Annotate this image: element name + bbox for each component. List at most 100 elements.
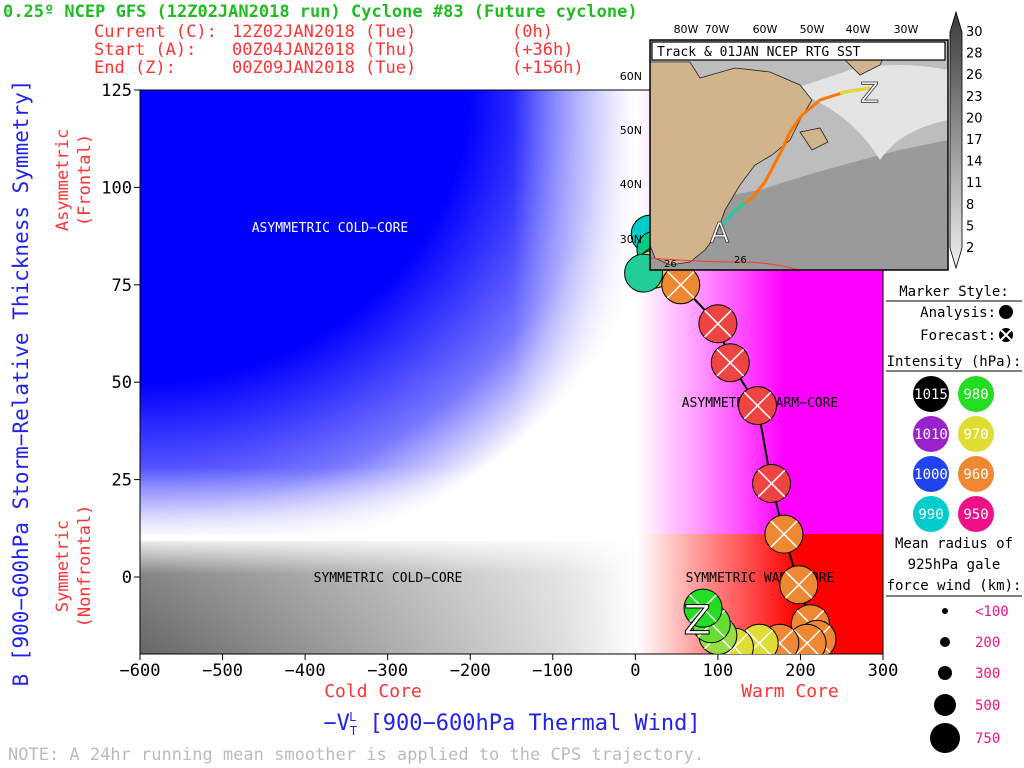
y-side-label-asym-line1: Asymmetric: [53, 129, 73, 231]
legend-marker-style-title: Marker Style:: [899, 284, 1009, 300]
end-offset: (+156h): [512, 58, 584, 78]
legend-radius-title-2: 925hPa gale: [908, 557, 1001, 573]
legend-radius-label: 300: [975, 666, 1000, 682]
legend-radius-marker: [938, 666, 952, 680]
inset-newfoundland: [799, 127, 829, 151]
legend-radius-marker: [942, 608, 948, 614]
legend-intensity-swatch: [958, 416, 994, 452]
inset-lon-label: 70W: [705, 23, 730, 36]
colorbar-label: 30: [966, 25, 983, 40]
x-axis-title-rest: [900−600hPa Thermal Wind]: [356, 711, 700, 736]
x-tick-label: 100: [703, 661, 734, 681]
end-time: 00Z09JAN2018 (Tue): [232, 58, 416, 78]
y-axis-title: B [900−600hPa Storm−Relative Thickness S…: [9, 80, 33, 687]
inset-start-marker: A: [710, 216, 729, 249]
inset-end-marker: Z: [860, 76, 879, 109]
legend-radius-label: 500: [975, 698, 1000, 714]
inset-sst-contour: [649, 257, 801, 271]
y-tick-label: 100: [101, 178, 132, 198]
legend-radius-title-3: force wind (km):: [887, 578, 1022, 594]
cold-asym-fade-y: [140, 90, 637, 534]
colorbar-label: 17: [966, 133, 983, 148]
x-axis-title-sup: L: [349, 710, 356, 724]
x-tick-label: 300: [868, 661, 899, 681]
boundary-band: [140, 534, 637, 541]
x-side-label-cold: Cold Core: [324, 681, 422, 702]
y-tick-label: 25: [112, 471, 132, 491]
inset-cold-ocean: [790, 65, 948, 160]
inset-lat-label: 40N: [620, 178, 642, 191]
colorbar-label: 2: [966, 241, 974, 256]
legend-intensity-swatch: [958, 376, 994, 412]
inset-title: Track & 01JAN NCEP RTG SST: [657, 45, 861, 60]
track-point-cross: [793, 629, 821, 654]
start-label: Start (A):: [94, 40, 196, 60]
inset-lon-label: 80W: [674, 23, 699, 36]
legend-forecast-cross: [1000, 329, 1012, 341]
legend-intensity-label: 980: [963, 387, 988, 403]
inset-lon-label: 60W: [753, 23, 778, 36]
inset-map: A Z 26 26 Track & 01JAN NCEP RTG SST 80W…: [620, 23, 949, 271]
cyclone-track: Z: [624, 214, 837, 654]
legend-intensity-swatch: [958, 456, 994, 492]
legend-intensity-swatch: [913, 376, 949, 412]
colorbar-labels: 30 28 26 23 20 17 14 11 8 5 2: [966, 25, 983, 256]
inset-lon-label: 40W: [846, 23, 871, 36]
cold-sym-fade: [140, 540, 637, 654]
inset-frame: [649, 39, 949, 271]
x-tick-label: −500: [202, 661, 243, 681]
colorbar-label: 5: [966, 219, 974, 234]
current-offset: (0h): [512, 22, 553, 42]
inset-title-box: [651, 41, 946, 61]
current-time: 12Z02JAN2018 (Tue): [232, 22, 416, 42]
legend-radius-marker: [934, 694, 956, 716]
footer-note: NOTE: A 24hr running mean smoother is ap…: [8, 745, 704, 765]
track-point-cross: [716, 348, 745, 377]
track-point-cross: [743, 391, 772, 420]
colorbar-label: 20: [966, 111, 983, 126]
x-axis-title-sub: T: [350, 724, 357, 738]
inset-warm-ocean: [650, 140, 948, 270]
x-tick-label: −100: [532, 661, 573, 681]
x-axis-ticks: −600 −500 −400 −300 −200 −100 0 100 200 300: [120, 654, 899, 681]
legend-forecast-label: Forecast:: [920, 328, 996, 344]
colorbar-label: 28: [966, 47, 983, 62]
legend-intensity-label: 950: [963, 507, 988, 523]
x-tick-label: 0: [630, 661, 640, 681]
colorbar-body: [949, 10, 963, 270]
inset-lat-labels: 60N 50N 40N 30N: [620, 70, 642, 246]
x-tick-label: −600: [120, 661, 161, 681]
x-tick-label: −300: [367, 661, 408, 681]
legend-intensity-label: 1000: [914, 467, 948, 483]
legend-intensity-swatch: [913, 416, 949, 452]
track-point-cross: [689, 594, 717, 622]
legend-intensity-swatches: 1015 980 1010 970 1000 960 990 950: [913, 376, 994, 532]
y-tick-label: 0: [122, 568, 132, 588]
legend-intensity-swatch: [913, 456, 949, 492]
inset-lat-label: 30N: [620, 233, 642, 246]
inset-track-end: [839, 86, 871, 95]
y-side-label-sym-line2: (Nonfrontal): [75, 505, 95, 628]
legend-intensity-label: 960: [963, 467, 988, 483]
current-label: Current (C):: [94, 22, 217, 42]
colorbar-label: 14: [966, 155, 983, 170]
track-point-cross: [666, 270, 695, 299]
chart-title: 0.25º NCEP GFS (12Z02JAN2018 run) Cyclon…: [3, 2, 638, 22]
legend-radius-label: 750: [975, 731, 1000, 747]
legend-intensity-label: 990: [918, 507, 943, 523]
plot-frame: [139, 89, 884, 655]
legend-intensity-label: 970: [963, 427, 988, 443]
inset-contour-label-1: 26: [664, 259, 677, 270]
legend-intensity-label: 1015: [914, 387, 948, 403]
y-tick-label: 50: [112, 373, 132, 393]
legend-intensity-swatch: [958, 496, 994, 532]
track-end-marker: Z: [684, 598, 711, 644]
legend-radius-title-1: Mean radius of: [895, 536, 1013, 552]
region-label-asym-cold: ASYMMETRIC COLD−CORE: [252, 221, 409, 236]
sst-colorbar: 30 28 26 23 20 17 14 11 8 5 2: [949, 10, 983, 270]
track-point-cross: [704, 309, 732, 338]
x-axis-title-main: −V: [323, 711, 350, 736]
x-axis-title: −VTL [900−600hPa Thermal Wind]: [323, 710, 700, 738]
y-axis-ticks: 0 25 50 75 100 125: [101, 81, 140, 588]
